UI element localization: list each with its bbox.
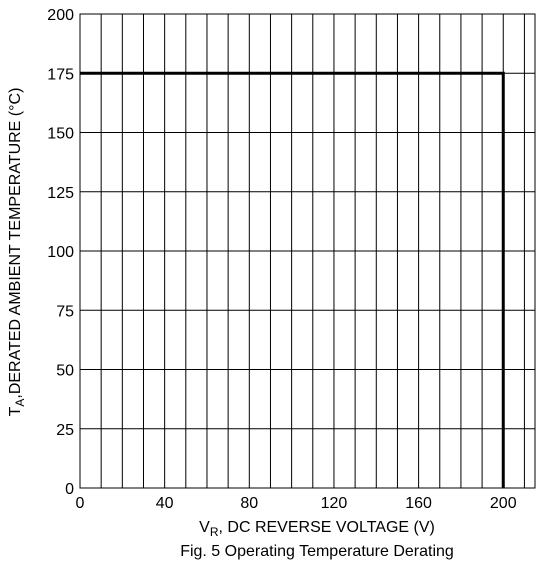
x-tick-labels: 0 40 80 120 160 200 <box>76 495 517 512</box>
x-tick-label: 200 <box>490 495 517 512</box>
chart-caption: Fig. 5 Operating Temperature Derating <box>180 543 454 560</box>
y-axis-title: TA,DERATED AMBIENT TEMPERATURE (°C) <box>7 88 27 417</box>
y-tick-label: 150 <box>47 126 74 143</box>
y-tick-label: 50 <box>56 363 74 380</box>
x-tick-label: 0 <box>76 495 85 512</box>
derating-curve <box>80 71 505 488</box>
grid <box>80 14 535 488</box>
y-tick-labels: 0 25 50 75 100 125 150 175 200 <box>47 7 74 498</box>
x-tick-label: 80 <box>240 495 258 512</box>
y-tick-label: 25 <box>56 422 74 439</box>
series-layer <box>80 71 505 488</box>
plot-frame <box>79 13 536 489</box>
x-axis-title: VR, DC REVERSE VOLTAGE (V) <box>199 519 435 539</box>
y-tick-label: 200 <box>47 7 74 24</box>
x-tick-label: 120 <box>321 495 348 512</box>
x-tick-label: 40 <box>156 495 174 512</box>
y-tick-label: 175 <box>47 66 74 83</box>
y-tick-label: 0 <box>65 481 74 498</box>
x-tick-label: 160 <box>405 495 432 512</box>
y-tick-label: 125 <box>47 185 74 202</box>
y-tick-label: 75 <box>56 303 74 320</box>
y-tick-label: 100 <box>47 244 74 261</box>
